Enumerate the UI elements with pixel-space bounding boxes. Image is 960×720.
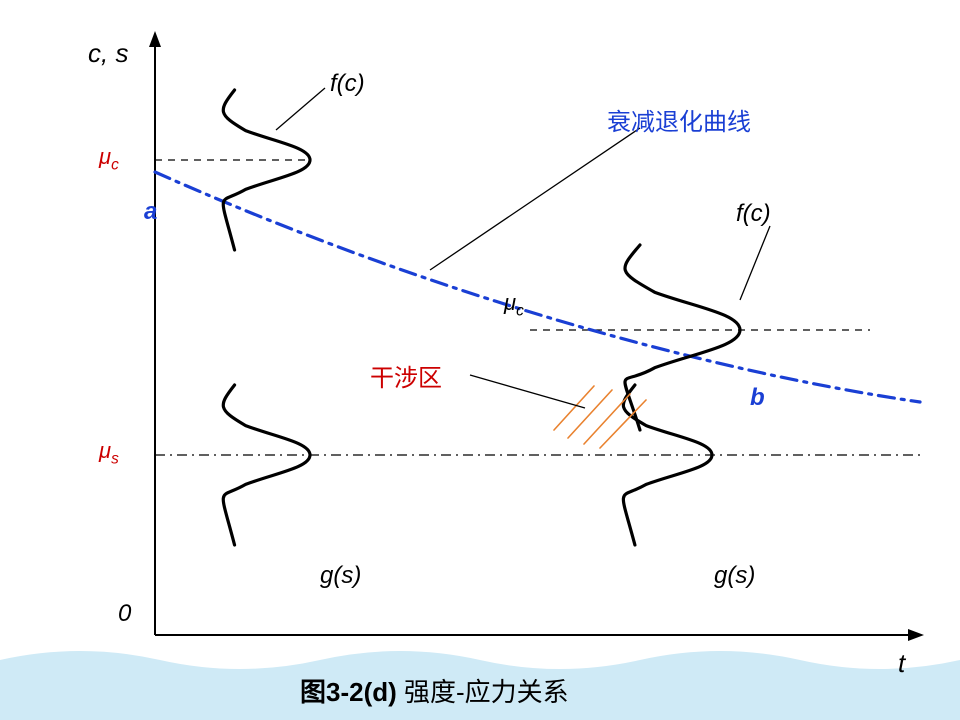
point-a-label: a bbox=[144, 198, 157, 226]
interference-hatch-0 bbox=[554, 386, 594, 430]
mu-c-left-label: μc bbox=[99, 144, 119, 174]
gs-label-1: g(s) bbox=[320, 562, 361, 590]
interference-zone-label: 干涉区 bbox=[370, 358, 442, 393]
fc-label-1: f(c) bbox=[330, 70, 365, 98]
leader-interfere bbox=[470, 375, 585, 408]
x-axis-label: t bbox=[898, 648, 905, 679]
interference-hatch-1 bbox=[568, 390, 612, 438]
interference-hatch-2 bbox=[584, 394, 630, 444]
origin-label: 0 bbox=[118, 600, 131, 628]
figure-wrapper: c, s t 0 μc μs μc a b f(c) f(c) g(s) g(s… bbox=[0, 0, 960, 720]
y-axis-label: c, s bbox=[88, 38, 128, 69]
leader-fc2 bbox=[740, 226, 770, 300]
leader-decay bbox=[430, 128, 640, 270]
gs-label-2: g(s) bbox=[714, 562, 755, 590]
gs-curve-1 bbox=[223, 385, 310, 545]
fc-curve-1 bbox=[223, 90, 310, 250]
point-b-label: b bbox=[750, 384, 765, 412]
mu-c-mid-label: μc bbox=[504, 290, 524, 320]
x-axis-arrow-icon bbox=[908, 629, 924, 641]
fc-label-2: f(c) bbox=[736, 200, 771, 228]
decay-curve-label: 衰减退化曲线 bbox=[607, 102, 751, 137]
diagram-svg bbox=[0, 0, 960, 720]
decay-curve bbox=[155, 172, 920, 402]
leader-fc1 bbox=[276, 88, 325, 130]
y-axis-arrow-icon bbox=[149, 31, 161, 47]
mu-s-left-label: μs bbox=[99, 438, 119, 468]
fc-curve-2 bbox=[625, 245, 740, 430]
figure-caption: 图3-2(d) 强度-应力关系 bbox=[300, 672, 569, 709]
